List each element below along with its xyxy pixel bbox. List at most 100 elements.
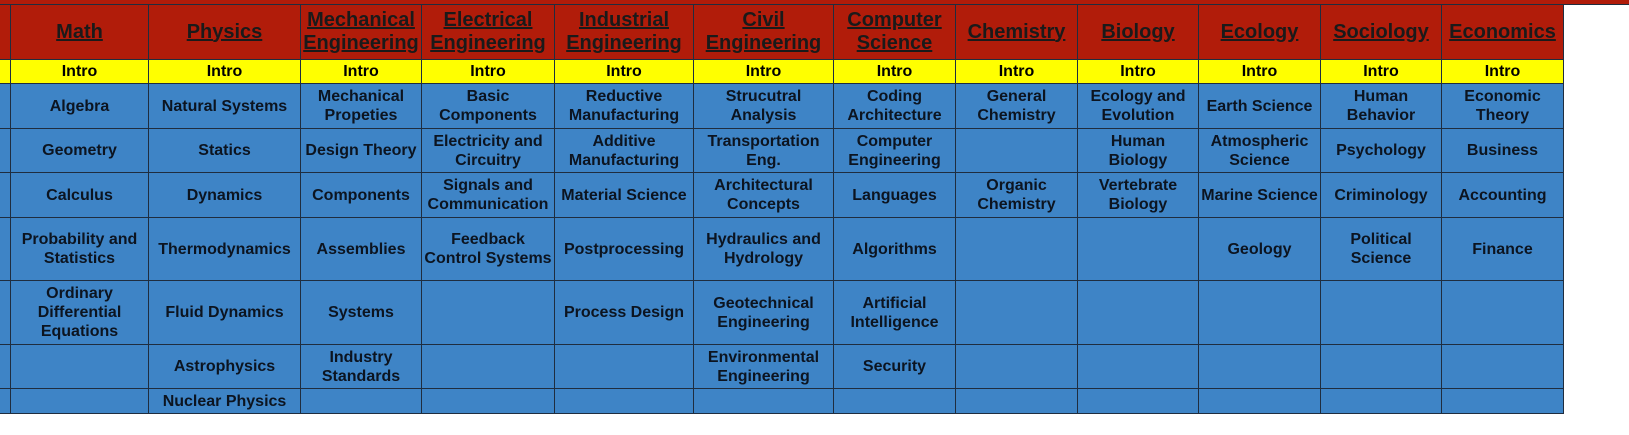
intro-cell-economics: Intro bbox=[1441, 59, 1564, 84]
course-cell bbox=[554, 388, 694, 414]
row-stub-cell bbox=[0, 83, 11, 129]
subject-header-chemistry: Chemistry bbox=[955, 4, 1078, 60]
course-cell: Transportation Eng. bbox=[693, 128, 834, 173]
course-cell: Systems bbox=[300, 280, 422, 345]
course-cell: Geometry bbox=[10, 128, 149, 173]
intro-row: Intro Intro Intro Intro Intro Intro Intro Intro… bbox=[0, 59, 1564, 84]
course-cell: Finance bbox=[1441, 217, 1564, 281]
course-cell: Process Design bbox=[554, 280, 694, 345]
course-cell bbox=[10, 388, 149, 414]
course-cell: Postprocessing bbox=[554, 217, 694, 281]
subject-header-industrial-engineering: Industrial Engineering bbox=[554, 4, 694, 60]
course-cell: Calculus bbox=[10, 172, 149, 218]
course-row: Probability and Statistics Thermodynamics… bbox=[0, 217, 1564, 281]
course-cell bbox=[1320, 388, 1442, 414]
course-cell: Organic Chemistry bbox=[955, 172, 1078, 218]
subject-header-ecology: Ecology bbox=[1198, 4, 1321, 60]
course-cell: Fluid Dynamics bbox=[148, 280, 301, 345]
course-cell: Reductive Manufacturing bbox=[554, 83, 694, 129]
course-cell: Business bbox=[1441, 128, 1564, 173]
course-row: Geometry Statics Design Theory Electricity … bbox=[0, 128, 1564, 173]
course-cell bbox=[1441, 388, 1564, 414]
course-cell: Economic Theory bbox=[1441, 83, 1564, 129]
course-cell: Signals and Communication bbox=[421, 172, 555, 218]
course-cell: Material Science bbox=[554, 172, 694, 218]
subject-header-computer-science: Computer Science bbox=[833, 4, 956, 60]
row-stub-cell bbox=[0, 388, 11, 414]
subject-header-civil-engineering: Civil Engineering bbox=[693, 4, 834, 60]
course-cell bbox=[421, 388, 555, 414]
course-cell: Architectural Concepts bbox=[693, 172, 834, 218]
course-cell bbox=[955, 280, 1078, 345]
course-cell: Mechanical Propeties bbox=[300, 83, 422, 129]
course-cell: Criminology bbox=[1320, 172, 1442, 218]
course-cell bbox=[1320, 344, 1442, 389]
course-cell: Statics bbox=[148, 128, 301, 173]
course-cell bbox=[1077, 280, 1199, 345]
subject-header-physics: Physics bbox=[148, 4, 301, 60]
row-stub-cell bbox=[0, 59, 11, 84]
course-cell: Accounting bbox=[1441, 172, 1564, 218]
course-cell: Coding Architecture bbox=[833, 83, 956, 129]
subject-header-row: Math Physics Mechanical Engineering Electri… bbox=[0, 4, 1564, 60]
intro-cell-mechanical-engineering: Intro bbox=[300, 59, 422, 84]
course-cell: Feedback Control Systems bbox=[421, 217, 555, 281]
course-cell bbox=[10, 344, 149, 389]
course-cell: Components bbox=[300, 172, 422, 218]
course-cell: General Chemistry bbox=[955, 83, 1078, 129]
row-stub-cell bbox=[0, 172, 11, 218]
course-cell: Languages bbox=[833, 172, 956, 218]
course-cell: Computer Engineering bbox=[833, 128, 956, 173]
row-stub-cell bbox=[0, 280, 11, 345]
course-cell: Atmospheric Science bbox=[1198, 128, 1321, 173]
course-cell: Artificial Intelligence bbox=[833, 280, 956, 345]
course-cell: Human Biology bbox=[1077, 128, 1199, 173]
course-cell bbox=[300, 388, 422, 414]
subject-header-mechanical-engineering: Mechanical Engineering bbox=[300, 4, 422, 60]
course-cell bbox=[421, 344, 555, 389]
course-cell bbox=[1198, 280, 1321, 345]
subject-header-biology: Biology bbox=[1077, 4, 1199, 60]
course-cell bbox=[1441, 280, 1564, 345]
intro-cell-electrical-engineering: Intro bbox=[421, 59, 555, 84]
course-cell: Industry Standards bbox=[300, 344, 422, 389]
course-grid: Math Physics Mechanical Engineering Electri… bbox=[0, 4, 1564, 414]
course-row: Calculus Dynamics Components Signals and Co… bbox=[0, 172, 1564, 218]
subject-header-electrical-engineering: Electrical Engineering bbox=[421, 4, 555, 60]
row-stub-cell bbox=[0, 344, 11, 389]
course-cell: Natural Systems bbox=[148, 83, 301, 129]
subject-header-math: Math bbox=[10, 4, 149, 60]
course-cell bbox=[955, 344, 1078, 389]
course-cell: Security bbox=[833, 344, 956, 389]
course-cell: Electricity and Circuitry bbox=[421, 128, 555, 173]
row-stub-cell bbox=[0, 217, 11, 281]
row-stub-cell bbox=[0, 128, 11, 173]
intro-cell-computer-science: Intro bbox=[833, 59, 956, 84]
intro-cell-chemistry: Intro bbox=[955, 59, 1078, 84]
course-cell bbox=[955, 388, 1078, 414]
course-cell: Earth Science bbox=[1198, 83, 1321, 129]
intro-cell-physics: Intro bbox=[148, 59, 301, 84]
course-cell: Algebra bbox=[10, 83, 149, 129]
course-cell: Human Behavior bbox=[1320, 83, 1442, 129]
course-cell bbox=[833, 388, 956, 414]
course-row: Ordinary Differential Equations Fluid Dyn… bbox=[0, 280, 1564, 345]
subject-header-economics: Economics bbox=[1441, 4, 1564, 60]
course-cell: Nuclear Physics bbox=[148, 388, 301, 414]
intro-cell-civil-engineering: Intro bbox=[693, 59, 834, 84]
course-cell: Astrophysics bbox=[148, 344, 301, 389]
course-cell: Probability and Statistics bbox=[10, 217, 149, 281]
course-cell: Ordinary Differential Equations bbox=[10, 280, 149, 345]
course-row: Nuclear Physics bbox=[0, 388, 1564, 414]
course-cell bbox=[1077, 388, 1199, 414]
course-cell: Assemblies bbox=[300, 217, 422, 281]
course-cell: Dynamics bbox=[148, 172, 301, 218]
course-cell bbox=[693, 388, 834, 414]
intro-cell-sociology: Intro bbox=[1320, 59, 1442, 84]
course-cell: Vertebrate Biology bbox=[1077, 172, 1199, 218]
course-cell: Marine Science bbox=[1198, 172, 1321, 218]
course-cell: Strucutral Analysis bbox=[693, 83, 834, 129]
course-cell: Hydraulics and Hydrology bbox=[693, 217, 834, 281]
course-cell: Geology bbox=[1198, 217, 1321, 281]
